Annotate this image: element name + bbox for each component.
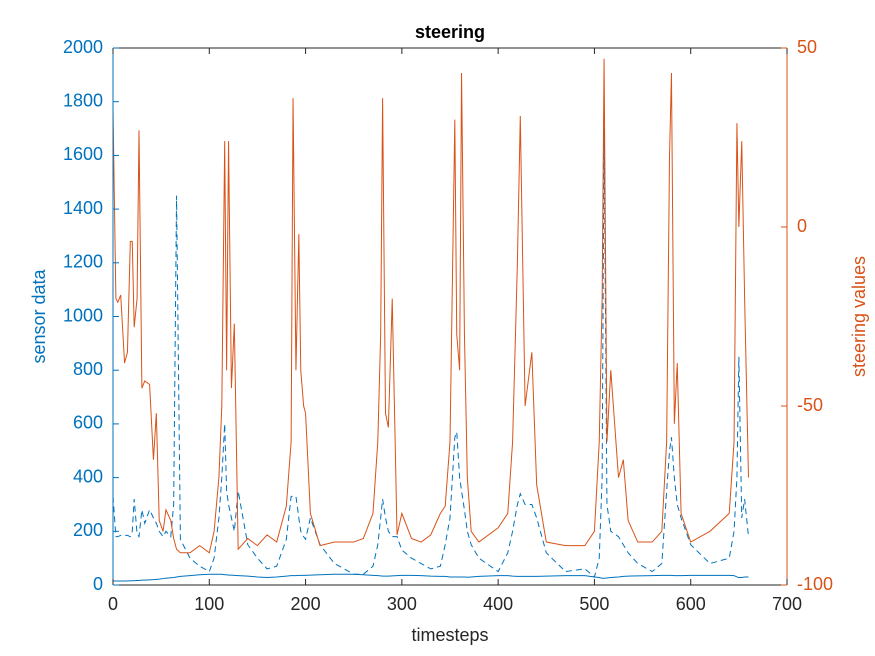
x-axis-label: timesteps	[411, 625, 488, 645]
y2-tick-label: -50	[797, 395, 823, 415]
y-tick-label: 0	[93, 574, 103, 594]
y-tick-label: 400	[73, 466, 103, 486]
data-line	[112, 128, 749, 578]
y2-tick-label: -100	[797, 574, 833, 594]
x-tick-label: 500	[579, 594, 609, 614]
y-tick-label: 800	[73, 359, 103, 379]
y-tick-label: 1200	[63, 252, 103, 272]
x-tick-label: 600	[676, 594, 706, 614]
data-line	[113, 573, 749, 582]
y-tick-label: 200	[73, 520, 103, 540]
x-tick-label: 300	[387, 594, 417, 614]
y-axis-label: sensor data	[29, 268, 49, 363]
x-tick-label: 200	[291, 594, 321, 614]
x-tick-label: 100	[194, 594, 224, 614]
y-tick-label: 2000	[63, 37, 103, 57]
data-line	[112, 58, 749, 554]
y2-tick-label: 50	[797, 37, 817, 57]
y-tick-label: 600	[73, 413, 103, 433]
x-tick-label: 700	[772, 594, 802, 614]
y-tick-label: 1400	[63, 198, 103, 218]
y-tick-label: 1600	[63, 144, 103, 164]
y2-axis-label: steering values	[849, 256, 869, 377]
chart-title: steering	[415, 22, 485, 42]
y-tick-label: 1000	[63, 305, 103, 325]
x-tick-label: 400	[483, 594, 513, 614]
y2-tick-label: 0	[797, 216, 807, 236]
y-tick-label: 1800	[63, 90, 103, 110]
x-tick-label: 0	[108, 594, 118, 614]
